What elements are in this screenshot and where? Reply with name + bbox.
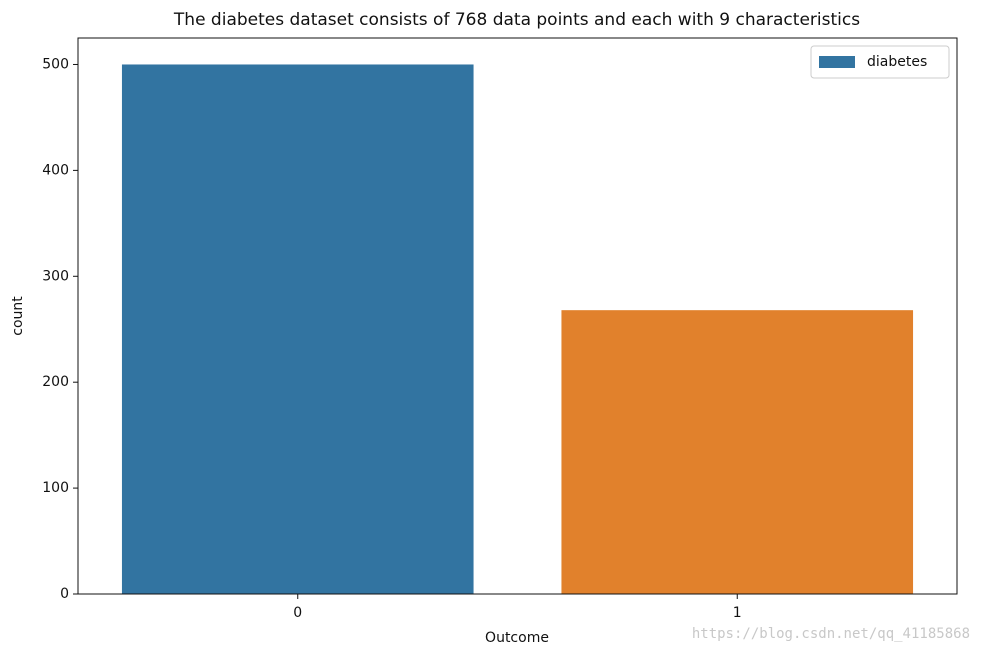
legend-swatch — [819, 56, 855, 68]
chart-title: The diabetes dataset consists of 768 dat… — [173, 10, 860, 30]
y-tick-label: 0 — [60, 586, 69, 602]
plot-frame — [77, 37, 958, 595]
y-tick-label: 100 — [42, 480, 69, 496]
legend-label: diabetes — [867, 54, 927, 70]
y-tick-label: 300 — [42, 268, 69, 284]
watermark: https://blog.csdn.net/qq_41185868 — [692, 626, 970, 642]
legend-box — [810, 45, 950, 79]
y-tick-label: 500 — [42, 56, 69, 72]
y-tick-label: 400 — [42, 162, 69, 178]
bar — [121, 64, 474, 594]
x-tick-label: 1 — [733, 605, 742, 621]
bar — [561, 310, 914, 594]
x-tick-label: 0 — [293, 605, 302, 621]
y-axis-label: count — [10, 296, 26, 336]
y-tick-label: 200 — [42, 374, 69, 390]
x-axis-label: Outcome — [485, 630, 549, 646]
